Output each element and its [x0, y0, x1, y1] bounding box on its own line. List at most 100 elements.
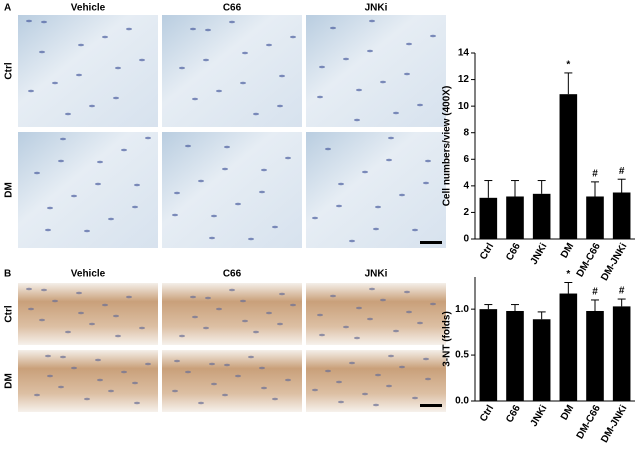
- significance-mark: #: [592, 169, 598, 180]
- cell-nucleus: [84, 397, 90, 401]
- cell-nucleus: [121, 148, 127, 152]
- cell-nucleus: [26, 287, 32, 291]
- cell-nucleus: [369, 287, 375, 291]
- cell-nucleus: [45, 354, 51, 358]
- cell-nucleus: [406, 310, 412, 314]
- micrograph: [18, 132, 158, 248]
- cell-nucleus: [343, 57, 349, 61]
- x-tick-label: Ctrl: [478, 403, 496, 424]
- significance-mark: *: [566, 269, 570, 280]
- cell-nucleus: [84, 229, 90, 233]
- cell-nucleus: [277, 104, 283, 108]
- cell-nucleus: [319, 65, 325, 69]
- cell-nucleus: [373, 227, 379, 231]
- cell-nucleus: [172, 213, 178, 217]
- cell-nucleus: [319, 333, 325, 337]
- cell-nucleus: [336, 380, 342, 384]
- cell-nucleus: [425, 159, 431, 163]
- cell-nucleus: [425, 377, 431, 381]
- cell-nucleus: [229, 288, 235, 292]
- cell-nucleus: [325, 147, 331, 151]
- cell-nucleus: [97, 160, 103, 164]
- cell-nucleus: [113, 96, 119, 100]
- cell-nucleus: [52, 299, 58, 303]
- cell-nucleus: [290, 35, 296, 39]
- bar: [559, 94, 578, 239]
- cell-nucleus: [330, 26, 336, 30]
- cell-nucleus: [367, 317, 373, 321]
- cell-nucleus: [240, 299, 246, 303]
- micrograph: [306, 15, 446, 127]
- cell-nucleus: [89, 104, 95, 108]
- cell-nucleus: [290, 303, 296, 307]
- cell-nucleus: [253, 112, 259, 116]
- cell-nucleus: [172, 389, 178, 393]
- cell-nucleus: [205, 28, 211, 32]
- cell-nucleus: [95, 182, 101, 186]
- y-tick-label: 4: [463, 180, 469, 191]
- cell-nucleus: [373, 403, 379, 407]
- bar: [479, 309, 498, 401]
- cell-nucleus: [65, 112, 71, 116]
- cell-nucleus: [58, 385, 64, 389]
- y-axis-label: 3-NT (folds): [442, 311, 453, 367]
- cell-nucleus: [354, 118, 360, 122]
- cell-nucleus: [406, 42, 412, 46]
- cell-nucleus: [60, 137, 66, 141]
- cell-nucleus: [412, 396, 418, 400]
- cell-nucleus: [132, 381, 138, 385]
- cell-nucleus: [404, 290, 410, 294]
- row-label: DM: [4, 373, 15, 389]
- cell-nucleus: [190, 27, 196, 31]
- cell-nucleus: [95, 358, 101, 362]
- row-label: Ctrl: [4, 62, 15, 79]
- bar: [612, 192, 631, 239]
- significance-mark: #: [592, 287, 598, 298]
- cell-nucleus: [375, 205, 381, 209]
- cell-nucleus: [330, 294, 336, 298]
- cell-nucleus: [279, 74, 285, 78]
- y-tick-label: 8: [463, 127, 469, 138]
- cell-nucleus: [179, 66, 185, 70]
- cell-nucleus: [209, 236, 215, 240]
- y-tick-label: 0.0: [455, 396, 469, 407]
- cell-nucleus: [423, 181, 429, 185]
- cell-nucleus: [34, 171, 40, 175]
- cell-nucleus: [71, 194, 77, 198]
- cell-nucleus: [338, 182, 344, 186]
- significance-mark: #: [619, 286, 625, 297]
- x-tick-label: JNKi: [529, 241, 550, 266]
- cell-nucleus: [41, 288, 47, 292]
- cell-nucleus: [362, 170, 368, 174]
- cell-nucleus: [354, 336, 360, 340]
- cell-nucleus: [47, 374, 53, 378]
- cell-nucleus: [65, 330, 71, 334]
- cell-nucleus: [71, 366, 77, 370]
- cell-nucleus: [338, 400, 344, 404]
- cell-nucleus: [145, 362, 151, 366]
- cell-nucleus: [356, 306, 362, 310]
- bar: [586, 310, 604, 401]
- cell-nucleus: [89, 322, 95, 326]
- cell-nucleus: [39, 318, 45, 322]
- cell-nucleus: [102, 303, 108, 307]
- cell-nucleus: [76, 291, 82, 295]
- column-header: Vehicle: [71, 269, 106, 280]
- cell-nucleus: [216, 89, 222, 93]
- cell-nucleus: [174, 191, 180, 195]
- cell-nucleus: [272, 397, 278, 401]
- bar: [586, 196, 604, 239]
- cell-nucleus: [240, 81, 246, 85]
- bar: [506, 310, 524, 401]
- bar: [559, 293, 578, 401]
- cell-nucleus: [343, 325, 349, 329]
- cell-nucleus: [41, 20, 47, 24]
- cell-nucleus: [179, 334, 185, 338]
- x-tick-label: Ctrl: [478, 241, 496, 262]
- cell-nucleus: [76, 73, 82, 77]
- cell-nucleus: [404, 72, 410, 76]
- cell-nucleus: [78, 311, 84, 315]
- cell-nucleus: [367, 49, 373, 53]
- micrograph: [18, 15, 158, 127]
